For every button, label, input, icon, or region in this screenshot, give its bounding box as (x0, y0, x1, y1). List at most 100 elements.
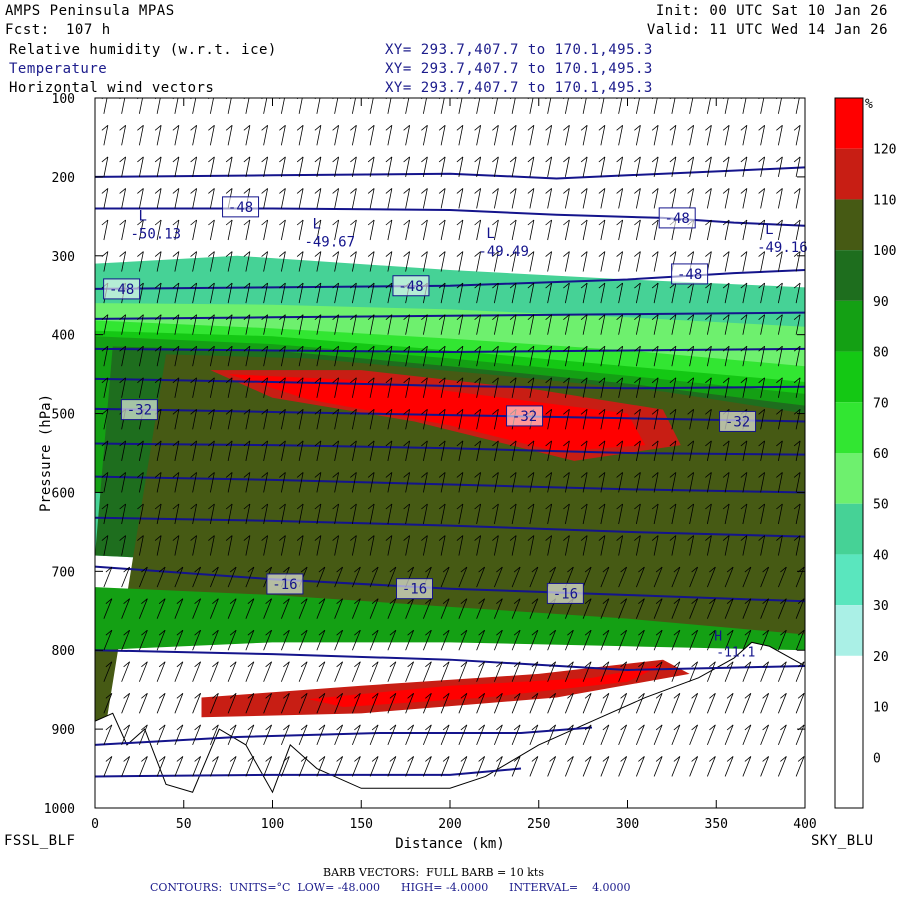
wind-barb (387, 693, 397, 714)
wind-barb (547, 503, 553, 525)
wind-barb-flag (225, 503, 233, 510)
wind-barb (440, 693, 450, 714)
wind-barb-flag (705, 535, 712, 541)
wind-barb-flag (740, 125, 748, 131)
wind-barb-flag (620, 598, 627, 604)
wind-barb-flag (545, 440, 552, 447)
wind-barb (227, 125, 233, 146)
wind-barb-flag (545, 377, 552, 384)
wind-barb (653, 377, 659, 398)
wind-barb-flag (616, 377, 623, 384)
wind-barb-flag (563, 219, 570, 226)
wind-barb-flag (687, 188, 694, 194)
wind-barb-flag (634, 440, 641, 447)
wind-barb (529, 440, 535, 461)
wind-barb-flag (762, 661, 769, 668)
wind-barb (227, 409, 233, 430)
wind-barb-flag (438, 472, 446, 478)
wind-barb-flag (722, 377, 730, 384)
wind-barb (778, 756, 787, 777)
wind-barb-flag (101, 345, 109, 352)
wind-barb (405, 219, 411, 241)
wind-barb (653, 188, 659, 209)
wind-barb-flag (119, 535, 126, 541)
x-tick-label: 50 (176, 817, 192, 832)
wind-barb (209, 188, 215, 209)
wind-barb-flag (638, 598, 645, 604)
wind-barb-flag (563, 314, 570, 320)
wind-barb-flag (527, 251, 535, 257)
wind-barb-flag (225, 345, 233, 352)
wind-barb-flag (389, 661, 397, 668)
wind-barb-flag (691, 756, 698, 762)
wind-barb (706, 283, 712, 304)
wind-barb-flag (425, 661, 432, 668)
wind-barb-flag (634, 156, 641, 163)
wind-barb-flag (638, 566, 645, 573)
wind-barb (600, 503, 606, 525)
wind-barb-flag (208, 345, 215, 352)
wind-barb-flag (208, 409, 215, 415)
wind-barb (281, 598, 290, 619)
wind-barb (458, 472, 464, 493)
wind-barb-flag (119, 188, 126, 194)
wind-barb (795, 693, 805, 714)
wind-barb (476, 693, 485, 714)
wind-barb (316, 219, 322, 241)
wind-barb (707, 630, 716, 651)
wind-barb (334, 503, 340, 525)
wind-barb (636, 630, 645, 651)
wind-barb (422, 251, 428, 272)
wind-barb (547, 283, 553, 304)
wind-barb-flag (101, 156, 109, 163)
wind-barb-flag (247, 724, 255, 731)
wind-barb-flag (616, 535, 623, 541)
wind-barb-flag (740, 282, 748, 289)
wind-barb-flag (438, 188, 446, 194)
wind-barb (760, 661, 769, 682)
colorbar-swatch (835, 655, 863, 707)
wind-barb (635, 283, 641, 304)
temperature-contour (95, 166, 805, 180)
wind-barb-flag (421, 503, 428, 510)
wind-barb-flag (336, 629, 343, 636)
wind-barb (422, 314, 428, 335)
wind-barb (138, 472, 144, 493)
wind-barb-flag (105, 566, 113, 573)
wind-barb-flag (793, 156, 801, 163)
wind-barb (192, 693, 201, 714)
wind-barb-flag (709, 661, 716, 668)
wind-barb-flag (283, 598, 290, 604)
wind-barb (369, 661, 379, 682)
wind-barb (352, 756, 361, 777)
wind-barb-flag (531, 566, 539, 573)
wind-barb-flag (367, 188, 375, 194)
wind-barb-flag (141, 661, 148, 668)
wind-barb-flag (119, 345, 126, 352)
wind-barb (493, 503, 499, 525)
wind-barb-flag (105, 629, 113, 636)
wind-barb-flag (456, 314, 464, 320)
wind-barb (476, 251, 482, 272)
wind-barb-flag (261, 377, 268, 384)
wind-barb-flag (744, 629, 752, 636)
wind-barb-flag (758, 440, 765, 447)
wind-barb-flag (691, 693, 698, 699)
wind-barb (689, 630, 698, 651)
wind-barb-flag (438, 503, 446, 510)
wind-barb-flag (389, 598, 397, 604)
wind-barb-flag (300, 724, 308, 731)
wind-barb-flag (314, 535, 322, 541)
wind-barb (493, 314, 499, 335)
wind-barb-flag (243, 156, 251, 163)
wind-barb (387, 283, 393, 304)
wind-barb (121, 314, 127, 335)
wind-barb-flag (243, 219, 251, 226)
colorbar-label: 60 (873, 447, 889, 462)
wind-barb-flag (793, 535, 801, 541)
wind-barb-flag (172, 219, 180, 226)
wind-barb-flag (780, 661, 787, 668)
wind-barb-flag (793, 345, 801, 352)
wind-barb (440, 98, 445, 114)
wind-barb (156, 409, 162, 430)
